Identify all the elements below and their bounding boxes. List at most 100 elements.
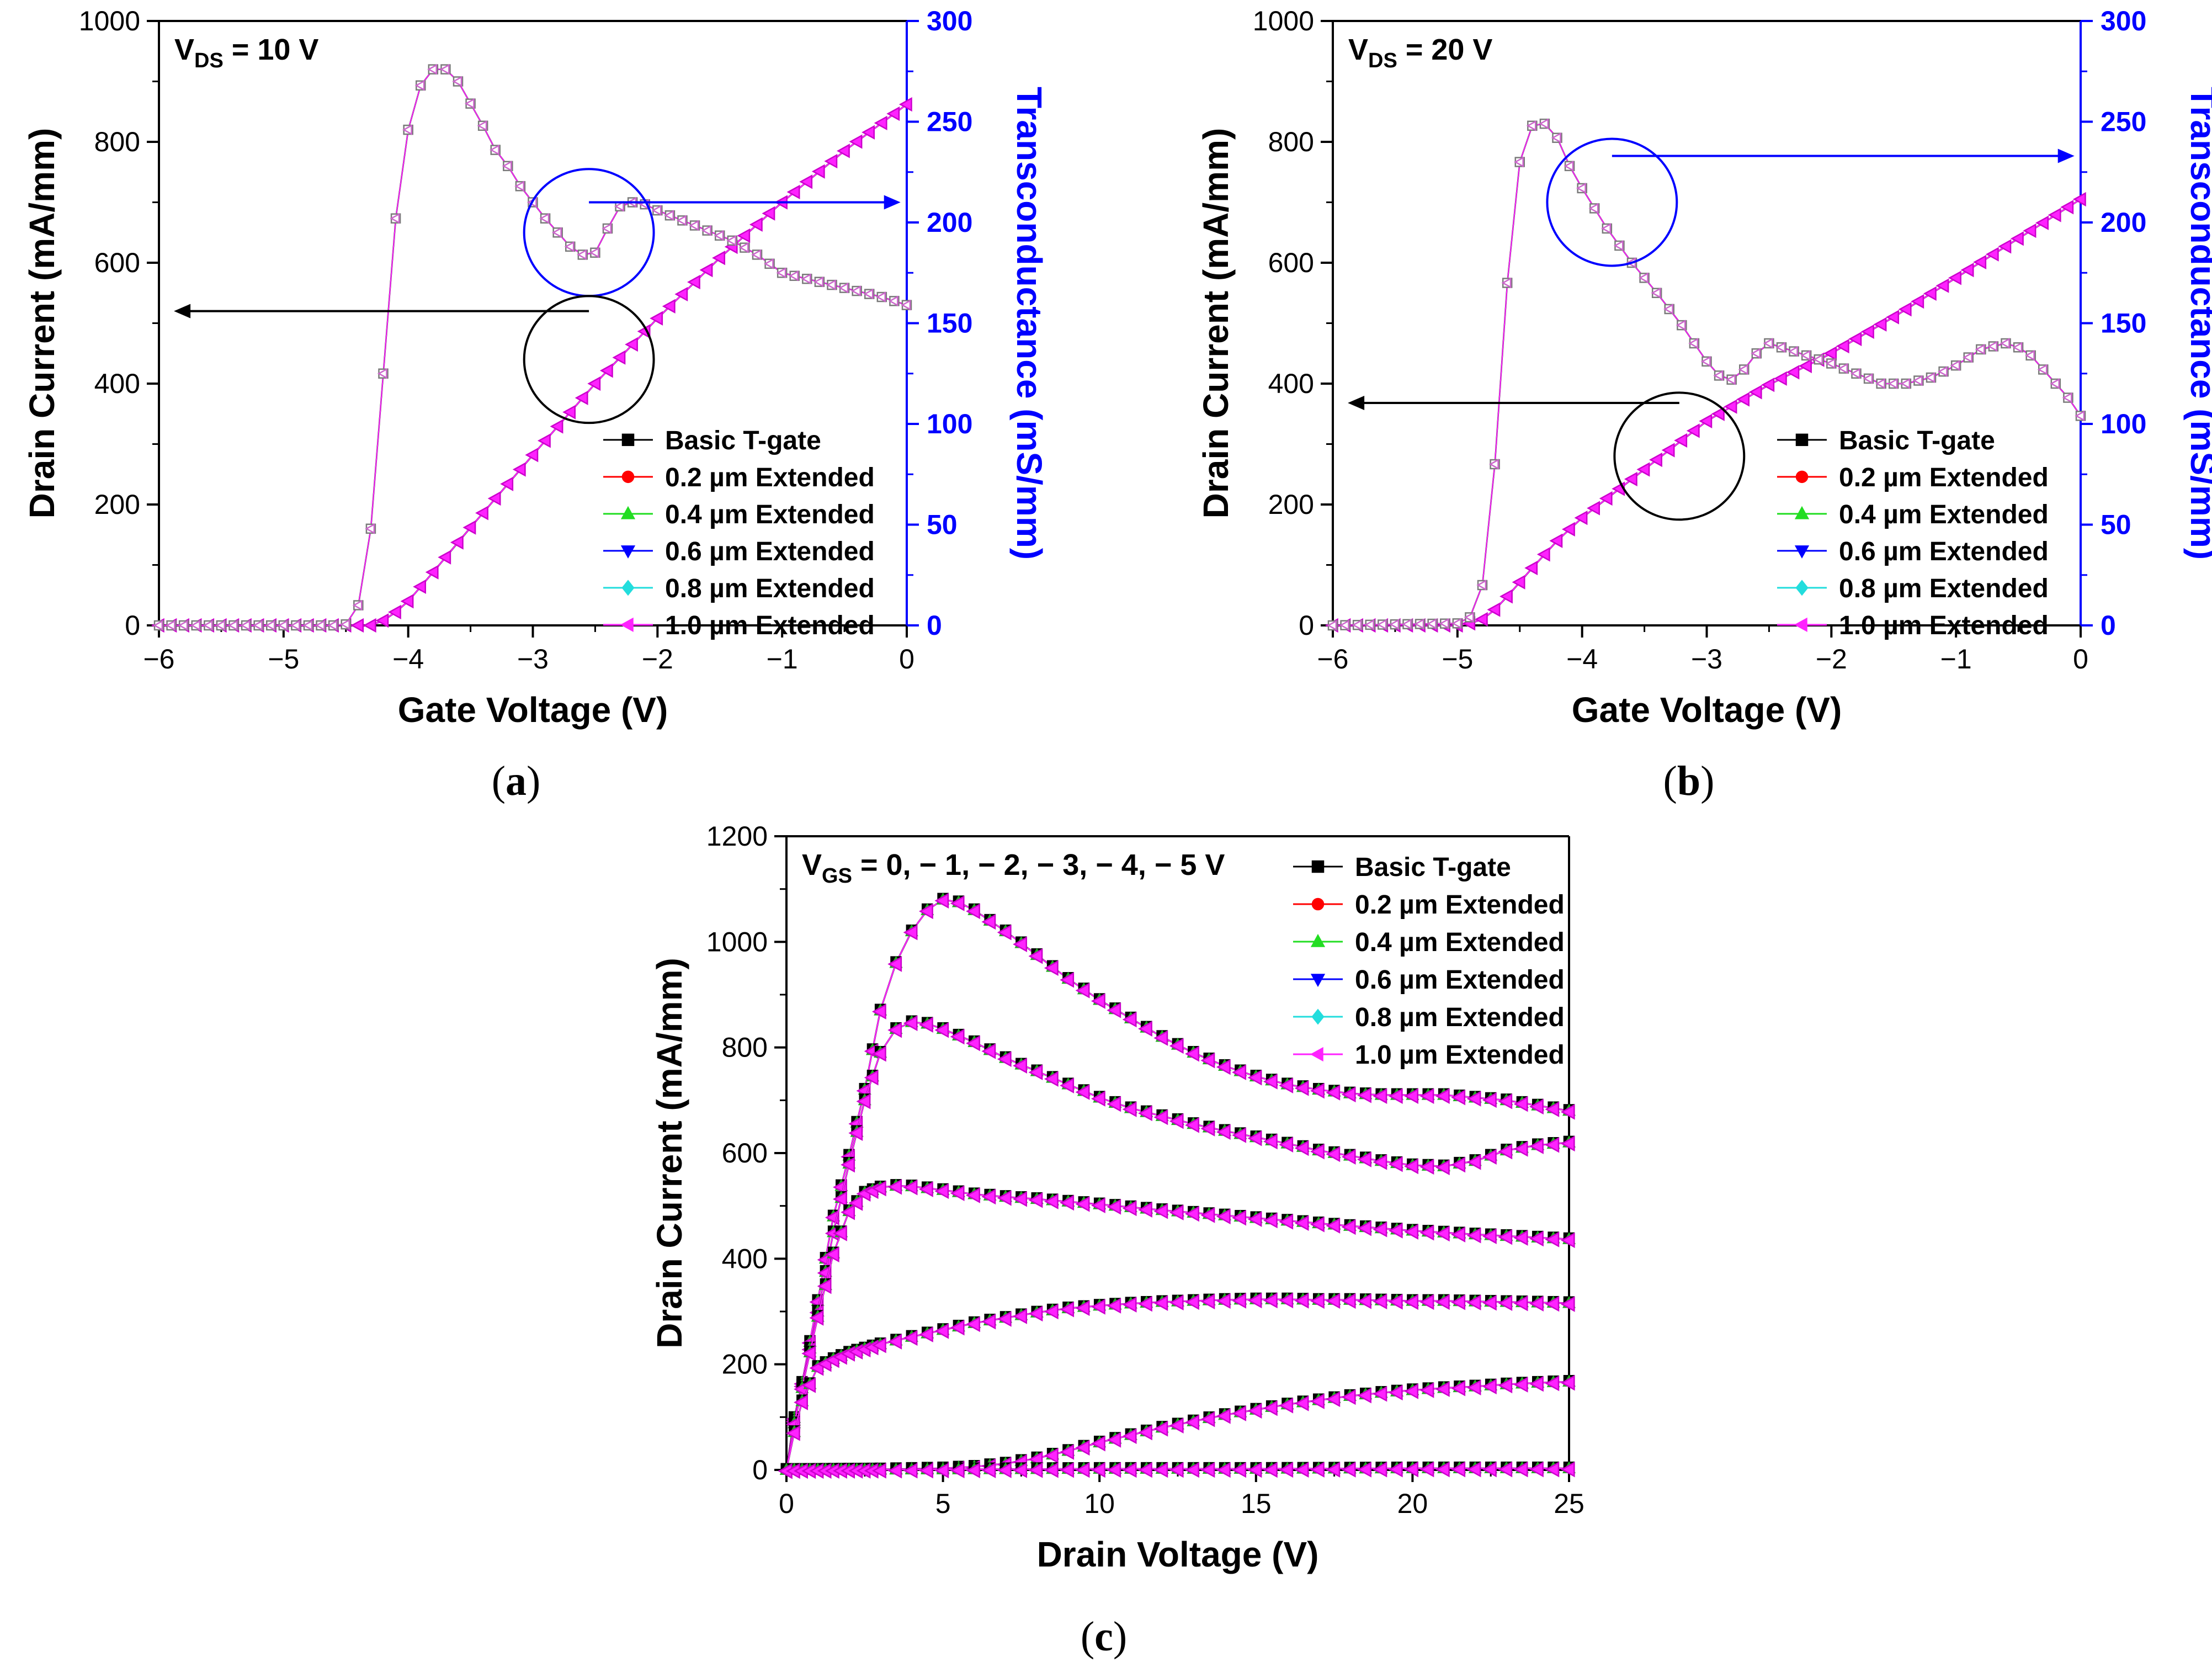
drain-current-marker	[1674, 433, 1688, 448]
x-tick-label: −5	[1442, 644, 1473, 675]
output-marker-extended	[1310, 1393, 1325, 1409]
output-marker-extended	[1482, 1149, 1497, 1165]
output-marker-extended	[1247, 1403, 1262, 1419]
transconductance-marker-extended	[1825, 358, 1836, 369]
output-marker-extended	[1279, 1077, 1294, 1093]
output-marker-extended	[1138, 1424, 1152, 1441]
drain-current-marker	[1574, 510, 1588, 525]
output-marker-extended	[1294, 1140, 1309, 1156]
output-marker-extended	[1529, 1461, 1544, 1478]
output-marker-extended	[1404, 1383, 1418, 1399]
output-marker-extended	[1169, 1462, 1184, 1478]
output-marker-extended	[1435, 1159, 1450, 1176]
output-marker-extended	[1404, 1224, 1418, 1240]
x-tick-label: 15	[1241, 1488, 1272, 1519]
output-marker-extended	[981, 1462, 996, 1478]
output-marker-extended	[1044, 1071, 1059, 1087]
output-marker-extended	[1028, 1192, 1043, 1208]
output-marker-extended	[1545, 1101, 1560, 1117]
output-marker-extended	[934, 1323, 949, 1339]
output-marker-extended	[1279, 1292, 1294, 1309]
y-tick-label: 800	[1268, 126, 1314, 157]
transconductance-marker-extended	[352, 599, 363, 611]
transconductance-marker-extended	[789, 270, 799, 282]
transconductance-marker-extended	[1912, 375, 1923, 386]
transconductance-marker-extended	[1638, 272, 1649, 284]
transconductance-marker-extended	[514, 180, 525, 192]
transconductance-marker-extended	[1688, 338, 1699, 349]
drain-current-marker	[662, 299, 676, 314]
drain-current-marker	[737, 228, 751, 243]
output-marker-extended	[1107, 1096, 1121, 1112]
y2-axis-label: Transconductance (mS/mm)	[2183, 87, 2212, 560]
output-marker-extended	[833, 1225, 847, 1241]
output-marker-extended	[1545, 1231, 1560, 1247]
output-marker-extended	[997, 924, 1012, 941]
output-marker-extended	[903, 1463, 918, 1479]
output-marker-extended	[848, 1195, 863, 1211]
drain-current-marker	[1886, 310, 1899, 325]
output-marker-extended	[1419, 1294, 1434, 1310]
output-marker-extended	[950, 1462, 965, 1479]
output-marker-extended	[1122, 1428, 1137, 1445]
output-marker-extended	[1435, 1088, 1450, 1104]
output-marker-extended	[1138, 1296, 1152, 1312]
transconductance-marker-extended	[1539, 118, 1549, 129]
output-marker-extended	[1482, 1228, 1497, 1244]
transconductance-marker-extended	[1389, 619, 1400, 630]
output-marker-extended	[1341, 1219, 1356, 1235]
output-marker-extended	[981, 1043, 996, 1059]
legend-marker	[621, 580, 635, 596]
transconductance-marker-extended	[726, 235, 737, 246]
output-marker-extended	[1075, 1462, 1090, 1478]
y-tick-label: 200	[94, 489, 140, 520]
output-marker-extended	[966, 1187, 980, 1203]
x-axis-label: Gate Voltage (V)	[1572, 690, 1842, 730]
drain-current-marker	[2023, 223, 2036, 238]
output-marker-extended	[1404, 1461, 1418, 1478]
output-marker-extended	[903, 1180, 918, 1196]
output-marker-extended	[817, 1278, 832, 1294]
output-marker-extended	[1310, 1462, 1325, 1478]
output-marker-extended	[887, 1179, 902, 1195]
output-marker-extended	[1200, 1293, 1215, 1310]
output-marker-extended	[841, 1156, 855, 1173]
y2-tick-label: 0	[927, 610, 942, 641]
output-marker-extended	[1545, 1375, 1560, 1392]
output-marker-extended	[1091, 1197, 1105, 1214]
output-marker-extended	[1060, 1077, 1075, 1093]
x-tick-label: −6	[143, 644, 174, 675]
x-tick-label: −5	[268, 644, 299, 675]
transconductance-marker-extended	[1352, 619, 1362, 631]
output-marker-extended	[1153, 1030, 1168, 1046]
output-marker-extended	[1341, 1149, 1356, 1165]
legend-label: 0.8 µm Extended	[1839, 574, 2049, 603]
legend-label: 0.2 µm Extended	[1839, 463, 2049, 492]
output-marker-extended	[918, 1017, 933, 1033]
output-marker-extended	[1138, 1462, 1152, 1478]
drain-current-marker	[650, 311, 663, 326]
drain-current-marker	[462, 520, 476, 535]
output-marker-extended	[1263, 1133, 1278, 1150]
drain-current-marker	[1724, 399, 1737, 414]
transconductance-marker-extended	[1925, 372, 1936, 383]
output-marker-extended	[903, 1330, 918, 1346]
output-marker-extended	[1263, 1462, 1278, 1478]
transconductance-marker-extended	[178, 620, 188, 631]
output-marker-extended	[794, 1394, 808, 1410]
output-marker-extended	[1138, 1105, 1152, 1122]
output-marker-extended	[809, 1310, 824, 1326]
transconductance-marker-extended	[153, 620, 163, 631]
x-axis-label: Drain Voltage (V)	[1037, 1534, 1319, 1574]
y-tick-label: 0	[125, 610, 140, 641]
transconductance-marker-extended	[888, 295, 898, 307]
output-marker-extended	[1247, 1130, 1262, 1146]
output-marker-extended	[981, 914, 996, 930]
drain-current-marker	[699, 263, 713, 278]
output-marker-extended	[856, 1093, 871, 1109]
drain-current-marker	[1500, 589, 1513, 604]
x-tick-label: −4	[1566, 644, 1598, 675]
legend-marker	[621, 433, 635, 447]
transconductance-marker-extended	[2075, 410, 2085, 422]
output-marker-extended	[950, 1185, 965, 1202]
